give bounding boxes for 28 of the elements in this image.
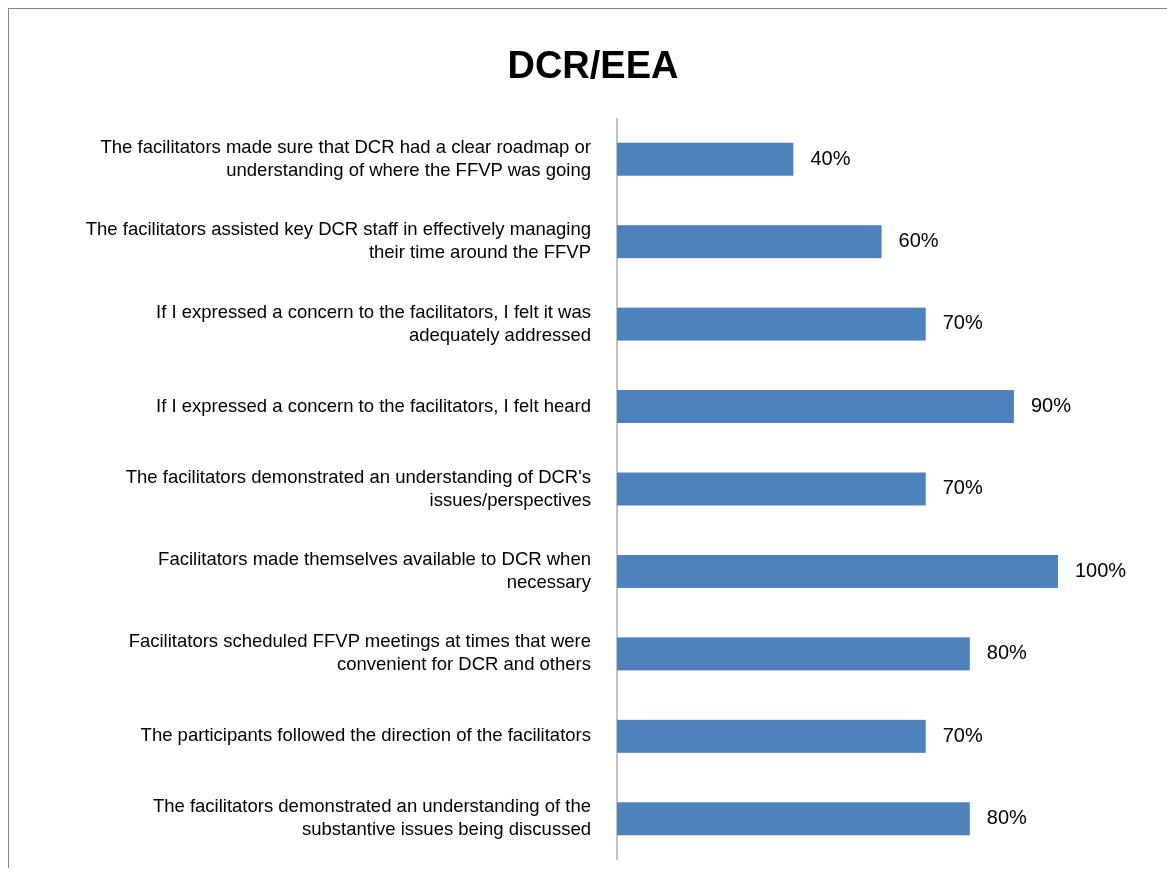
data-label: 90%	[1030, 393, 1072, 416]
bar	[617, 719, 926, 753]
y-tick-label: If I expressed a concern to the facilitators, I felt heard	[156, 394, 591, 416]
bar	[617, 802, 970, 836]
y-tick-label: The facilitators assisted key DCR staff in effectively managing their time around the FFVP	[85, 218, 591, 263]
y-tick-label: If I expressed a concern to the facilitators, I felt it was adequately addressed	[156, 300, 591, 345]
bar	[617, 142, 794, 176]
data-label: 40%	[810, 146, 851, 169]
chart-title: DCR/EEA	[507, 44, 679, 87]
y-tick-label: Facilitators made themselves available to DCR when necessary	[158, 547, 592, 592]
y-tick-label: The facilitators demonstrated an understanding of the substantive issues being discussed	[152, 795, 591, 840]
data-label: 80%	[986, 806, 1028, 829]
data-label: 70%	[942, 311, 983, 334]
data-label: 80%	[986, 641, 1028, 664]
bar	[617, 554, 1058, 588]
y-tick-label: The participants followed the direction of the facilitators	[140, 724, 591, 746]
bar	[617, 472, 926, 506]
y-tick-label: Facilitators scheduled FFVP meetings at times that were convenient for DCR and others	[128, 630, 591, 675]
y-tick-label: The facilitators demonstrated an understanding of DCR's issues/perspectives	[125, 465, 591, 510]
y-tick-label: The facilitators made sure that DCR had a clear roadmap or understanding of where the FFVP was going	[100, 135, 591, 180]
bar	[617, 390, 1014, 424]
data-label: 70%	[942, 723, 983, 746]
bar	[617, 637, 970, 671]
data-label: 60%	[898, 228, 939, 251]
bar	[617, 307, 926, 341]
data-label: 100%	[1075, 558, 1127, 581]
bar	[617, 225, 882, 259]
data-label: 70%	[942, 476, 983, 499]
